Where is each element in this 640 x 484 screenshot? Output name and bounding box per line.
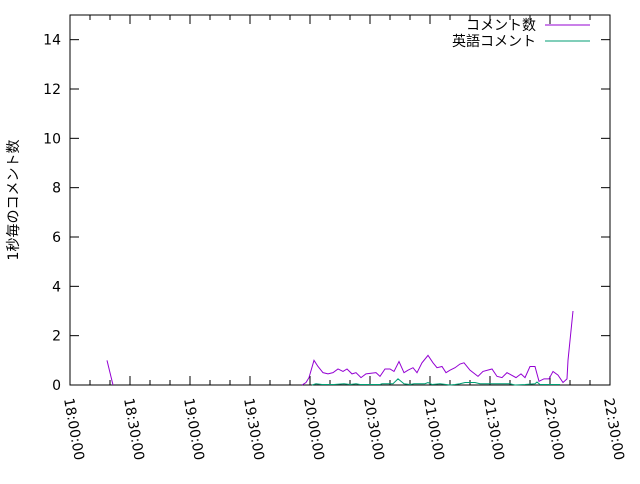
x-tick-label: 19:30:00: [240, 397, 267, 462]
x-tick-label: 19:00:00: [180, 397, 207, 462]
x-tick-label: 20:00:00: [300, 397, 327, 462]
x-tick-label: 20:30:00: [360, 397, 387, 462]
y-tick-label: 14: [43, 33, 61, 49]
x-tick-label: 22:00:00: [540, 397, 567, 462]
x-tick-label: 21:00:00: [420, 397, 447, 462]
y-tick-label: 6: [52, 230, 61, 246]
legend-label-1: 英語コメント: [452, 33, 536, 50]
y-tick-label: 0: [52, 378, 61, 394]
series-line-0: [106, 360, 114, 386]
axes: 0 2 4 6 8 10 12 14 18:00:00 18:30:00 19:00:00 19:30…: [43, 14, 627, 462]
y-tick-label: 12: [43, 82, 61, 98]
plot-frame: [69, 14, 611, 386]
y-tick-label: 2: [52, 329, 61, 345]
series-line-1: [311, 378, 560, 386]
x-tick-label: 18:30:00: [120, 397, 147, 462]
legend-label-0: コメント数: [466, 18, 536, 34]
x-tick-label: 18:00:00: [60, 397, 87, 462]
series-lines: [106, 310, 574, 386]
x-tick-label: 22:30:00: [600, 397, 627, 462]
y-tick-label: 4: [52, 279, 61, 295]
y-tick-label: 8: [52, 181, 61, 197]
y-axis-label: 1秒毎のコメント数: [6, 140, 22, 261]
y-tick-label: 10: [43, 131, 61, 147]
legend: コメント数 英語コメント: [452, 18, 590, 50]
series-line-0: [301, 310, 574, 386]
x-tick-label: 21:30:00: [480, 397, 507, 462]
